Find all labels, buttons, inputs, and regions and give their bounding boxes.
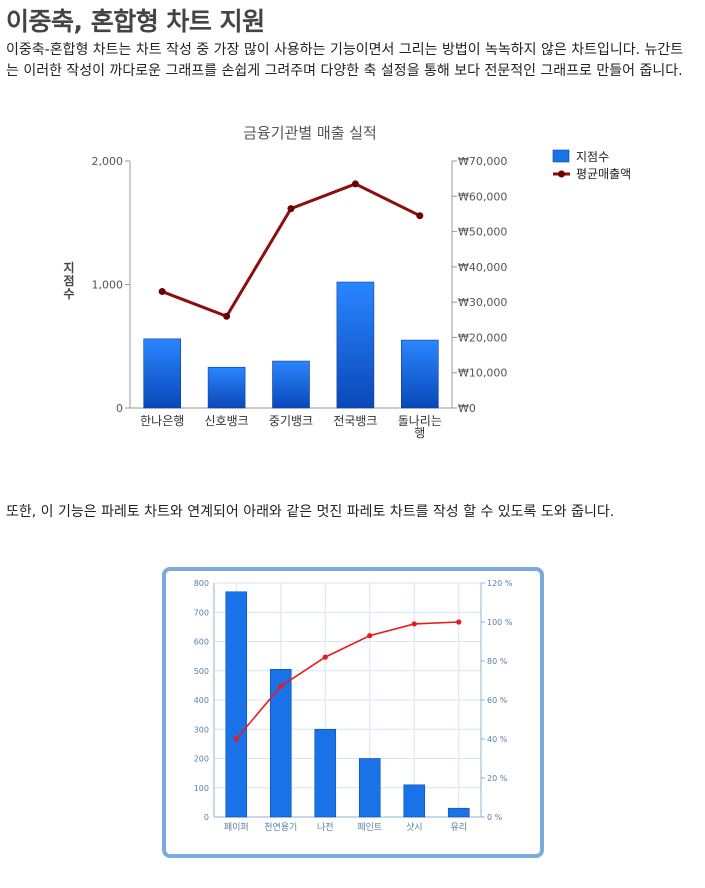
bar-페이퍼 bbox=[225, 591, 248, 818]
bar-페인트 bbox=[358, 758, 381, 818]
dual-axis-chart: 금융기관별 매출 실적 0 1,000 2,000 ₩0 ₩10,000 ₩20,000 ₩3… bbox=[63, 124, 631, 440]
left-tick-label: 300 bbox=[194, 725, 209, 734]
right-tick-label: 80 % bbox=[487, 657, 508, 666]
left-tick-label: 0 bbox=[204, 813, 209, 822]
left-tick-label: 1,000 bbox=[92, 279, 124, 292]
left-tick-label: 700 bbox=[194, 608, 209, 617]
bar-신호뱅크 bbox=[207, 366, 246, 409]
bar-전국뱅크 bbox=[336, 281, 375, 409]
x-tick-label: 신호뱅크 bbox=[205, 414, 249, 428]
cumulative-point bbox=[278, 683, 284, 689]
x-tick-label: 전국뱅크 bbox=[333, 414, 377, 428]
right-tick-label: 20 % bbox=[487, 774, 508, 783]
legend-swatch-bar bbox=[552, 149, 570, 163]
right-tick-label: ₩30,000 bbox=[458, 296, 507, 309]
line-point bbox=[158, 288, 166, 296]
right-tick-label: 0 % bbox=[487, 813, 503, 822]
line-point bbox=[287, 205, 295, 213]
bar-돌나리는행 bbox=[400, 339, 439, 409]
chart-title: 금융기관별 매출 실적 bbox=[243, 124, 377, 142]
line-point bbox=[416, 212, 424, 220]
line-point bbox=[223, 312, 231, 320]
bar-나전 bbox=[314, 728, 337, 818]
x-tick-label: 돌나리는 행 bbox=[398, 414, 442, 440]
x-tick-label: 나전 bbox=[317, 822, 334, 833]
bar-중기뱅크 bbox=[272, 360, 310, 409]
right-tick-label: ₩70,000 bbox=[458, 155, 507, 168]
bar-한나은행 bbox=[143, 338, 181, 409]
line-series-평균매출액 bbox=[161, 182, 421, 319]
line-point bbox=[351, 180, 359, 188]
x-tick-label: 페이퍼 bbox=[224, 822, 249, 833]
x-tick-label: 한나은행 bbox=[140, 413, 184, 428]
left-tick-label: 600 bbox=[194, 638, 209, 647]
right-tick-label: 120 % bbox=[487, 579, 513, 588]
right-tick-label: ₩0 bbox=[458, 402, 476, 415]
x-tick-label: 유리 bbox=[450, 822, 467, 833]
left-tick-label: 2,000 bbox=[92, 155, 124, 168]
cumulative-point bbox=[367, 633, 373, 639]
legend-label-line: 평균매출액 bbox=[576, 167, 631, 181]
x-tick-label: 천연용기 bbox=[264, 822, 297, 833]
bar-유리 bbox=[447, 807, 470, 818]
cumulative-line bbox=[235, 621, 459, 740]
left-tick-label: 800 bbox=[194, 579, 209, 588]
right-tick-label: 100 % bbox=[487, 618, 513, 627]
left-tick-label: 500 bbox=[194, 667, 209, 676]
right-tick-label: ₩10,000 bbox=[458, 367, 507, 380]
right-tick-label: ₩20,000 bbox=[458, 331, 507, 344]
bar-천연용기 bbox=[269, 668, 292, 818]
right-tick-label: ₩50,000 bbox=[458, 226, 507, 239]
cumulative-point bbox=[233, 736, 239, 742]
right-tick-label: 40 % bbox=[487, 735, 508, 744]
page-title: 이중축, 혼합형 차트 지원 bbox=[6, 7, 265, 36]
bar-샷시 bbox=[403, 784, 426, 818]
right-tick-label: ₩60,000 bbox=[458, 190, 507, 203]
cumulative-point bbox=[456, 619, 462, 625]
legend-marker-line bbox=[558, 170, 565, 178]
intro-paragraph: 이중축-혼합형 차트는 차트 작성 중 가장 많이 사용하는 기능이면서 그리는… bbox=[6, 42, 684, 79]
right-tick-label: 60 % bbox=[487, 696, 508, 705]
cumulative-point bbox=[322, 654, 328, 660]
pareto-chart-frame: 0 100 200 300 400 500 600 700 800 0 % 20 % 40 % 60 %… bbox=[162, 567, 544, 858]
left-tick-label: 200 bbox=[194, 755, 209, 764]
x-tick-label: 중기뱅크 bbox=[269, 414, 313, 428]
pareto-paragraph: 또한, 이 기능은 파레토 차트와 연계되어 아래와 같은 멋진 파레토 차트를… bbox=[6, 504, 615, 520]
left-tick-label: 100 bbox=[194, 784, 209, 793]
left-tick-label: 0 bbox=[116, 402, 123, 415]
cumulative-point bbox=[411, 621, 417, 627]
legend-label-bar: 지점수 bbox=[576, 150, 609, 164]
x-tick-label: 샷시 bbox=[406, 821, 423, 833]
pareto-chart: 0 100 200 300 400 500 600 700 800 0 % 20 % 40 % 60 %… bbox=[194, 579, 513, 833]
right-tick-label: ₩40,000 bbox=[458, 261, 507, 274]
left-tick-label: 400 bbox=[194, 696, 209, 705]
x-tick-label: 페인트 bbox=[357, 822, 382, 833]
